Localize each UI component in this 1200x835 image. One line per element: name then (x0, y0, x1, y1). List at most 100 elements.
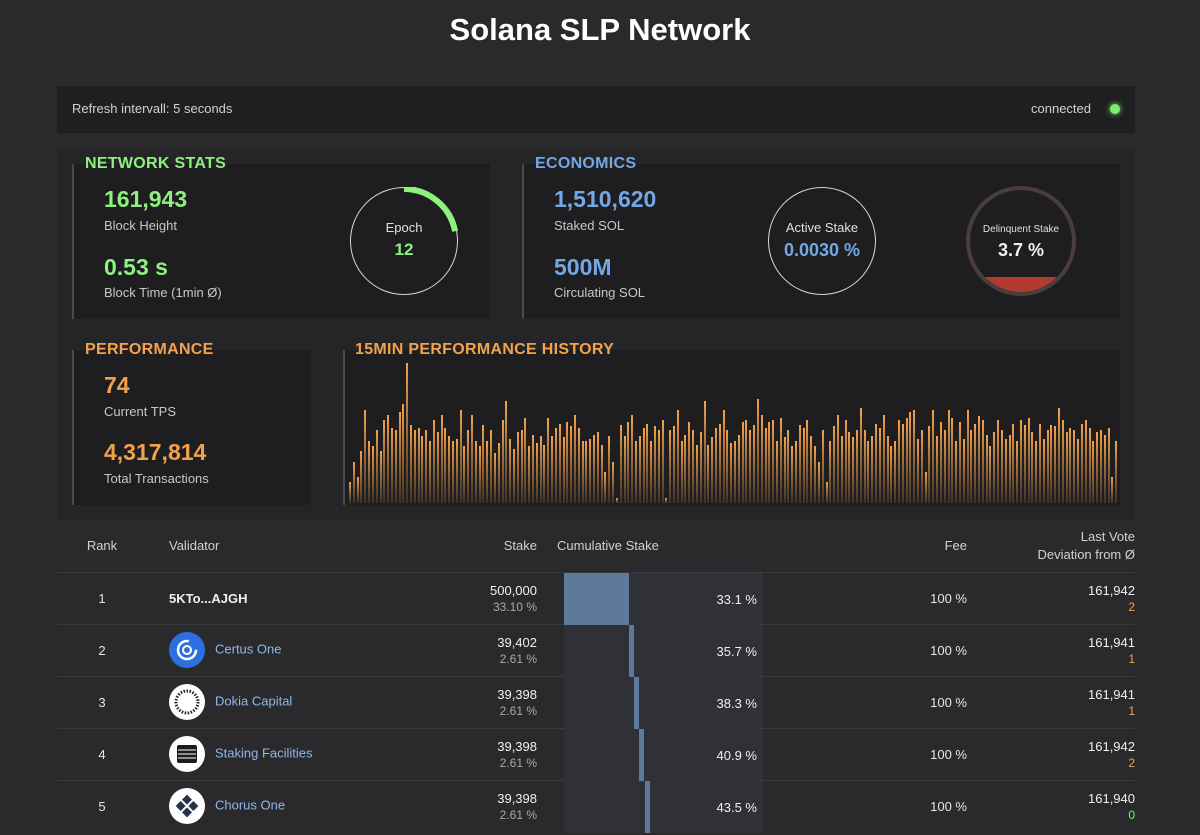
history-bar (417, 428, 420, 503)
history-bar (688, 422, 691, 503)
table-row[interactable]: 5 Chorus One 39,398 2.61 % 43.5 % 100 % 161,94… (57, 779, 1135, 833)
history-bar (581, 441, 584, 503)
refresh-interval-text: Refresh intervall: 5 seconds (72, 101, 233, 116)
stake-cell: 39,398 2.61 % (407, 675, 537, 728)
history-bar (981, 420, 984, 503)
last-vote-header[interactable]: Last Vote Deviation from Ø (982, 520, 1135, 572)
block-height-label: Block Height (104, 218, 177, 233)
validator-header[interactable]: Validator (169, 538, 220, 554)
history-bar (1080, 424, 1083, 503)
history-bar (535, 443, 538, 503)
history-bar (608, 436, 611, 503)
history-bar (764, 428, 767, 503)
history-bar (810, 436, 813, 503)
history-bar (749, 430, 752, 503)
history-bar (669, 430, 672, 503)
cumulative-stake-header-text: Cumulative Stake (557, 538, 659, 554)
history-bar (1012, 424, 1015, 503)
table-header-row: Rank Validator Stake Cumulative Stake Fe… (57, 520, 1135, 572)
history-bar (402, 404, 405, 503)
history-bar (722, 410, 725, 503)
history-bar (440, 415, 443, 503)
validator-cell[interactable]: Dokia Capital (147, 675, 407, 728)
history-bar (718, 424, 721, 503)
table-row[interactable]: 1 5KTo...AJGH 500,000 33.10 % 33.1 % 100 % 161… (57, 571, 1135, 625)
validator-name-link[interactable]: Certus One (215, 641, 282, 657)
history-bar (707, 445, 710, 503)
history-bar (349, 482, 351, 503)
stake-header[interactable]: Stake (503, 538, 537, 554)
history-bar (448, 436, 451, 503)
last-vote-value: 161,940 (1088, 790, 1135, 806)
delinquent-stake-value: 3.7 % (997, 240, 1045, 260)
validator-cell[interactable]: Certus One (147, 623, 407, 676)
deviation-header-text: Deviation from Ø (1037, 547, 1135, 563)
history-bar (566, 422, 569, 503)
last-vote-value: 161,942 (1088, 582, 1135, 598)
connection-status-text: connected (1031, 101, 1091, 116)
history-bar (684, 435, 687, 503)
history-bar (714, 428, 717, 503)
performance-panel (72, 350, 310, 505)
stake-percent: 2.61 % (499, 651, 537, 666)
validator-cell[interactable]: Chorus One (147, 779, 407, 832)
last-vote-cell: 161,941 1 (982, 623, 1135, 676)
history-bar (978, 416, 980, 503)
cumulative-stake-percent: 38.3 % (716, 695, 757, 711)
validator-cell[interactable]: 5KTo...AJGH (147, 571, 407, 624)
history-bar (413, 430, 416, 503)
history-bar (1088, 428, 1091, 503)
current-tps-value: 74 (104, 372, 130, 398)
history-bar (1111, 477, 1114, 503)
current-tps-label: Current TPS (104, 404, 177, 419)
history-bar (596, 432, 599, 503)
deviation-value: 2 (1128, 755, 1135, 770)
history-bar (840, 436, 843, 503)
table-row[interactable]: 3 Dokia Capital 39,398 2.61 % 38.3 % 100 % 161… (57, 675, 1135, 729)
delinquent-stake-gauge: Delinquent Stake 3.7 % (966, 186, 1076, 296)
table-row[interactable]: 4 Staking Facilities 39,398 2.61 % 40.9 % 100… (57, 727, 1135, 781)
rank-header[interactable]: Rank (86, 538, 118, 554)
history-bar (486, 441, 489, 503)
history-bar (806, 420, 809, 503)
history-bar (951, 418, 954, 503)
history-bar (741, 422, 744, 503)
epoch-value: 12 (394, 240, 414, 259)
cumulative-stake-fill (645, 780, 650, 833)
cumulative-stake-bar: 33.1 % (564, 572, 761, 625)
history-bar (1065, 432, 1068, 503)
history-bar (863, 430, 866, 503)
history-bar (547, 418, 550, 503)
validator-name-link[interactable]: Chorus One (215, 797, 286, 813)
history-bar (730, 443, 733, 503)
circulating-sol-label: Circulating SOL (554, 285, 646, 300)
history-bar (924, 472, 927, 503)
cumulative-stake-cell: 38.3 % (537, 675, 827, 729)
history-bar (1099, 430, 1102, 503)
validator-cell[interactable]: Staking Facilities (147, 727, 407, 780)
history-bar (532, 435, 534, 503)
validator-name-link[interactable]: 5KTo...AJGH (169, 590, 248, 606)
history-bar (352, 462, 355, 503)
history-bar (1069, 428, 1072, 503)
validator-name-link[interactable]: Dokia Capital (215, 693, 293, 709)
cumulative-stake-header[interactable]: Cumulative Stake (537, 520, 827, 572)
history-bar (516, 432, 519, 503)
cumulative-stake-fill (564, 572, 629, 625)
fee-cell: 100 % (827, 779, 982, 832)
table-row[interactable]: 2 Certus One 39,402 2.61 % 35.7 % 100 % 161,94… (57, 623, 1135, 677)
history-bar (1092, 441, 1095, 503)
epoch-progress-arc (403, 186, 458, 232)
history-bar (699, 432, 702, 503)
last-vote-cell: 161,940 0 (982, 779, 1135, 832)
fee-cell: 100 % (827, 675, 982, 728)
history-bar (1077, 439, 1080, 503)
staked-sol-value: 1,510,620 (554, 186, 657, 212)
history-bar (726, 430, 729, 503)
history-bar (821, 430, 824, 503)
stake-value: 39,398 (497, 790, 537, 806)
history-bar (958, 422, 961, 503)
validator-name-link[interactable]: Staking Facilities (215, 745, 313, 761)
performance-history-chart (343, 350, 1120, 505)
fee-header[interactable]: Fee (944, 538, 967, 554)
